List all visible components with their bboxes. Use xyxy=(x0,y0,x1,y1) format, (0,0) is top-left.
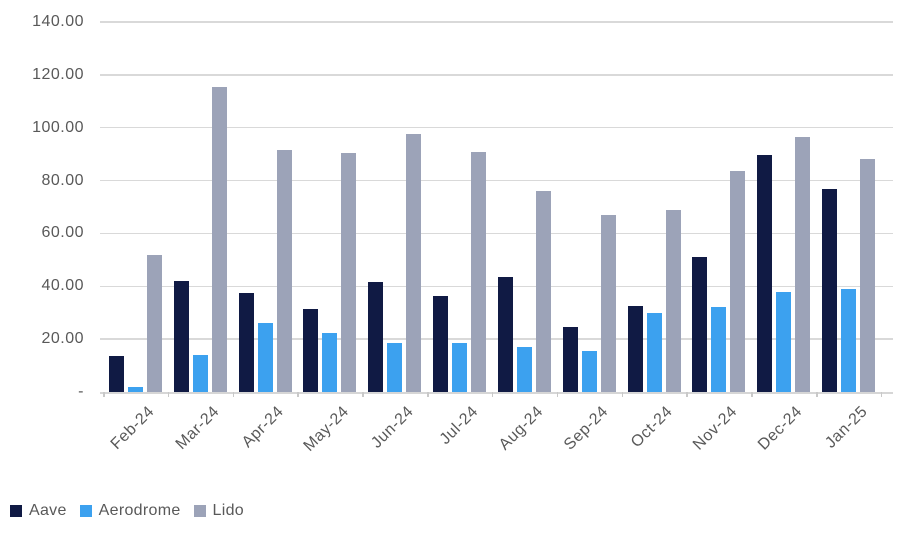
bar-aave xyxy=(497,277,513,392)
bar-aerodrome xyxy=(322,332,338,392)
bar-lido xyxy=(341,152,357,392)
bar-aerodrome xyxy=(516,347,532,392)
gridline xyxy=(100,126,893,129)
x-axis-tick xyxy=(816,392,818,397)
gridline xyxy=(100,179,893,182)
x-axis-tick xyxy=(880,392,883,397)
x-axis-label: Jul-24 xyxy=(436,403,482,448)
legend-label: Aerodrome xyxy=(98,502,181,519)
x-axis-tick xyxy=(103,392,105,397)
bar-lido xyxy=(211,86,227,392)
gridline xyxy=(100,285,893,288)
bar-aave xyxy=(822,188,838,392)
legend-item-aerodrome: Aerodrome xyxy=(79,502,181,520)
x-axis-tick xyxy=(686,392,688,397)
x-axis-label: Nov-24 xyxy=(690,403,741,454)
bar-aave xyxy=(757,155,773,392)
bar-aave xyxy=(433,295,449,392)
bar-aerodrome xyxy=(841,288,857,392)
x-axis-label: Jun-24 xyxy=(368,403,417,452)
bar-aave xyxy=(368,282,384,392)
y-axis-label: - xyxy=(78,383,84,400)
bar-aave xyxy=(627,306,643,392)
x-axis-label: Jan-25 xyxy=(821,403,871,452)
bar-lido xyxy=(665,209,681,392)
bar-aave xyxy=(303,308,319,392)
bar-aerodrome xyxy=(387,343,403,392)
bar-aave xyxy=(108,356,124,392)
x-axis-line xyxy=(100,392,893,394)
gridline xyxy=(100,338,893,340)
legend-item-aave: Aave xyxy=(10,502,67,520)
bar-lido xyxy=(535,191,551,392)
x-axis-tick xyxy=(362,392,364,397)
x-axis-tick xyxy=(621,392,624,397)
bar-lido xyxy=(146,254,162,392)
x-axis-label: Apr-24 xyxy=(238,403,288,452)
y-axis-label: 80.00 xyxy=(41,171,84,189)
legend-item-lido: Lido xyxy=(193,502,244,520)
bar-aerodrome xyxy=(452,343,468,392)
bar-lido xyxy=(730,171,746,392)
legend-swatch-icon xyxy=(10,505,22,517)
x-axis-tick xyxy=(297,392,299,397)
x-axis-tick xyxy=(232,392,235,397)
x-axis-tick xyxy=(556,392,559,397)
bar-aerodrome xyxy=(257,323,273,392)
gridline xyxy=(100,74,893,76)
x-axis-label: Dec-24 xyxy=(755,403,806,454)
gridline xyxy=(100,232,893,235)
bar-aerodrome xyxy=(776,291,792,392)
bar-lido xyxy=(471,151,487,392)
y-axis-label: 60.00 xyxy=(41,224,84,242)
legend-label: Aave xyxy=(29,502,67,519)
y-axis-label: 100.00 xyxy=(32,118,84,136)
bar-aerodrome xyxy=(127,386,143,392)
bar-lido xyxy=(860,159,876,392)
bar-aerodrome xyxy=(646,312,662,392)
x-axis-tick xyxy=(491,392,494,397)
x-axis-label: Oct-24 xyxy=(627,403,677,452)
bar-aave xyxy=(692,257,708,392)
bar-aave xyxy=(562,327,578,392)
x-axis-label: Aug-24 xyxy=(495,403,547,454)
y-axis-label: 40.00 xyxy=(41,277,84,295)
bar-aave xyxy=(173,281,189,392)
x-axis-tick xyxy=(427,392,429,397)
legend-label: Lido xyxy=(212,502,244,519)
x-axis-label: Feb-24 xyxy=(107,403,158,453)
y-axis-label: 140.00 xyxy=(32,13,84,30)
bar-lido xyxy=(406,134,422,392)
bar-aerodrome xyxy=(711,307,727,392)
y-axis-label: 120.00 xyxy=(32,65,84,83)
x-axis-label: Mar-24 xyxy=(172,403,223,453)
bar-aerodrome xyxy=(581,351,597,392)
x-axis-label: May-24 xyxy=(300,403,352,455)
bar-lido xyxy=(276,150,292,392)
legend-swatch-icon xyxy=(79,505,92,517)
x-axis-tick xyxy=(751,392,753,397)
x-axis-label: Sep-24 xyxy=(560,403,612,454)
gridline xyxy=(100,21,893,23)
legend-swatch-icon xyxy=(193,505,206,517)
bar-lido xyxy=(795,136,811,392)
bar-aerodrome xyxy=(192,355,208,392)
x-axis-tick xyxy=(167,392,170,397)
bar-aave xyxy=(238,292,254,392)
y-axis-label: 20.00 xyxy=(41,330,84,348)
bar-lido xyxy=(600,214,616,392)
legend: Aave Aerodrome Lido xyxy=(10,502,244,520)
